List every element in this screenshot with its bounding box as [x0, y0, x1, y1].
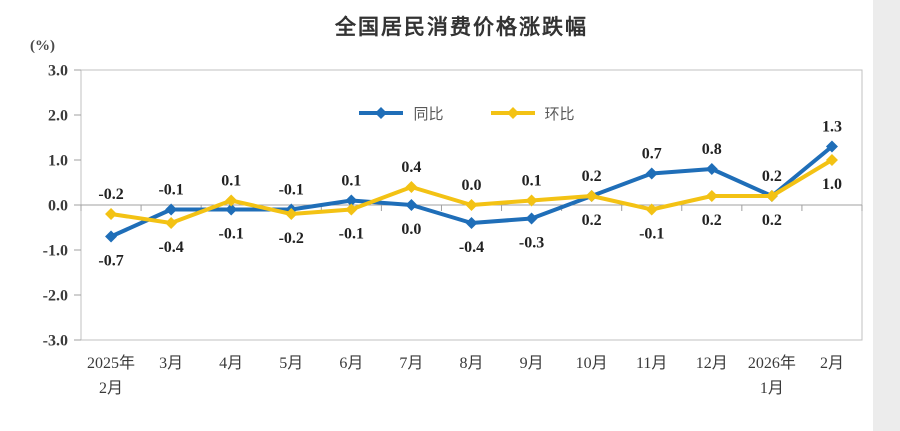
data-label: 0.0 [401, 221, 421, 238]
x-tick-label: 1月 [760, 380, 784, 397]
data-label: -0.3 [519, 235, 544, 252]
y-tick-label: 3.0 [48, 63, 68, 80]
mom-point-marker [645, 203, 658, 216]
data-label: 0.8 [702, 141, 722, 158]
mom-point-marker [525, 194, 538, 207]
data-label: -0.1 [158, 182, 183, 199]
x-tick-label: 6月 [339, 355, 363, 372]
mom-point-marker [225, 194, 238, 207]
mom-point-marker [405, 181, 418, 193]
yoy-line-marker-icon [359, 107, 404, 119]
x-tick-label: 2月 [99, 380, 123, 397]
y-tick-label: -2.0 [43, 288, 68, 305]
x-tick-label: 2025年 [87, 354, 135, 372]
chart-title: 全国居民消费价格涨跌幅 [335, 16, 588, 39]
data-label: -0.4 [158, 239, 183, 256]
yoy-point-marker [345, 194, 358, 207]
data-label: 0.2 [582, 212, 602, 229]
data-label: -0.2 [279, 230, 304, 247]
x-tick-label: 7月 [399, 355, 423, 372]
y-tick-label: -1.0 [43, 243, 68, 260]
legend-item-yoy: 同比 [358, 103, 444, 124]
mom-line-marker-icon [490, 107, 535, 119]
data-label: 0.7 [642, 146, 662, 163]
data-label: 1.3 [822, 119, 842, 136]
yoy-point-marker [465, 217, 478, 229]
x-tick-label: 2月 [820, 355, 844, 372]
data-label: 0.2 [762, 212, 782, 229]
data-label: -0.1 [339, 226, 364, 243]
legend-item-mom: 环比 [490, 103, 575, 124]
data-label: 1.0 [822, 176, 842, 193]
mom-point-marker [705, 190, 718, 202]
x-tick-label: 4月 [219, 355, 243, 372]
data-label: 0.4 [401, 159, 421, 176]
legend-label-mom: 环比 [544, 105, 575, 123]
x-tick-label: 3月 [159, 355, 183, 372]
mom-point-marker [285, 208, 298, 220]
data-label: 0.2 [582, 168, 602, 185]
right-edge-gutter [873, 0, 900, 431]
data-label: -0.1 [279, 182, 304, 199]
data-label: -0.7 [98, 253, 123, 270]
data-label: -0.4 [459, 239, 484, 256]
mom-point-marker [825, 154, 838, 166]
y-tick-label: -3.0 [43, 333, 68, 350]
x-tick-label: 11月 [636, 355, 667, 372]
yoy-point-marker [645, 167, 658, 180]
y-tick-label: 1.0 [48, 153, 68, 170]
mom-point-marker [105, 208, 118, 220]
y-tick-label: 2.0 [48, 108, 68, 125]
yoy-point-marker [105, 230, 118, 243]
data-label: 0.2 [762, 168, 782, 185]
mom-point-marker [345, 203, 358, 216]
mom-point-marker [165, 217, 178, 229]
data-label: 0.2 [702, 212, 722, 229]
x-tick-label: 12月 [696, 355, 728, 372]
yoy-point-marker [225, 203, 238, 216]
data-label: -0.2 [98, 186, 123, 203]
x-tick-label: 5月 [279, 355, 303, 372]
x-tick-label: 10月 [576, 355, 608, 372]
mom-point-marker [465, 199, 478, 211]
data-label: 0.1 [522, 173, 542, 190]
x-tick-label: 8月 [459, 355, 483, 372]
data-label: 0.0 [462, 177, 482, 194]
data-label: 0.1 [221, 173, 241, 190]
legend-label-yoy: 同比 [413, 105, 444, 123]
y-tick-label: 0.0 [48, 198, 68, 215]
x-tick-label: 2026年 [748, 354, 796, 372]
data-label: -0.1 [639, 226, 664, 243]
yoy-point-marker [405, 199, 418, 211]
mom-point-marker [765, 190, 778, 202]
yoy-point-marker [165, 203, 178, 216]
chart-legend: 同比 环比 [60, 103, 873, 123]
yoy-point-marker [705, 163, 718, 175]
data-label: 0.1 [341, 173, 361, 190]
data-label: -0.1 [219, 226, 244, 243]
mom-point-marker [585, 190, 598, 202]
yoy-point-marker [525, 212, 538, 225]
yoy-point-marker [825, 140, 838, 153]
x-tick-label: 9月 [520, 355, 544, 372]
y-axis-unit-label: (%) [30, 38, 55, 54]
